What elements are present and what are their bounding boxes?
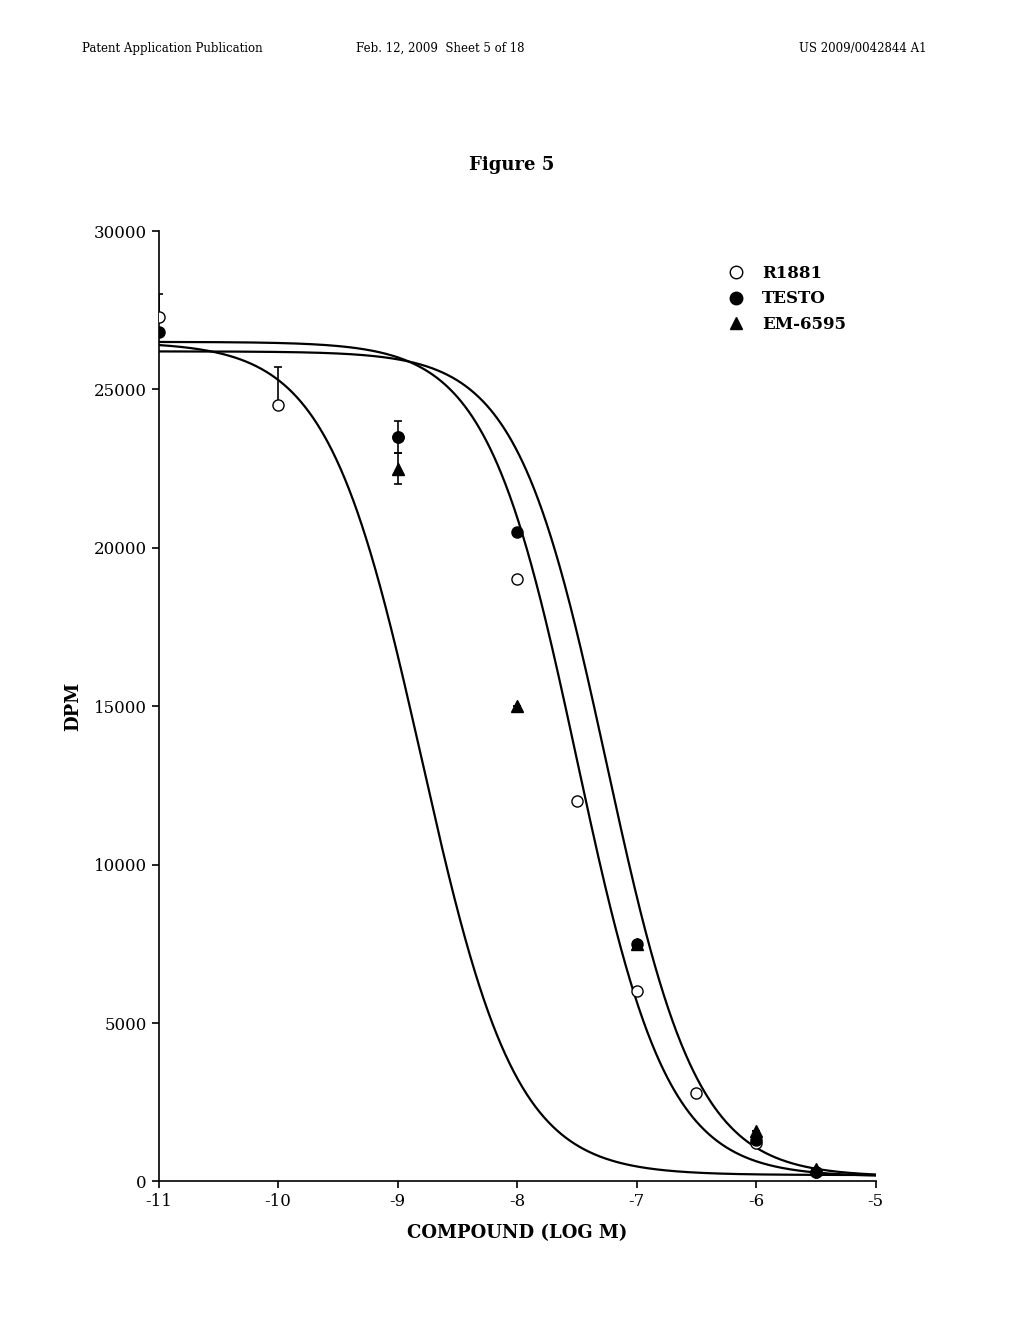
Text: US 2009/0042844 A1: US 2009/0042844 A1 <box>799 42 927 55</box>
X-axis label: COMPOUND (LOG M): COMPOUND (LOG M) <box>407 1224 628 1242</box>
Text: Feb. 12, 2009  Sheet 5 of 18: Feb. 12, 2009 Sheet 5 of 18 <box>356 42 524 55</box>
Text: Figure 5: Figure 5 <box>469 156 555 174</box>
Text: Patent Application Publication: Patent Application Publication <box>82 42 262 55</box>
Y-axis label: DPM: DPM <box>65 681 83 731</box>
Legend: R1881, TESTO, EM-6595: R1881, TESTO, EM-6595 <box>712 259 853 339</box>
